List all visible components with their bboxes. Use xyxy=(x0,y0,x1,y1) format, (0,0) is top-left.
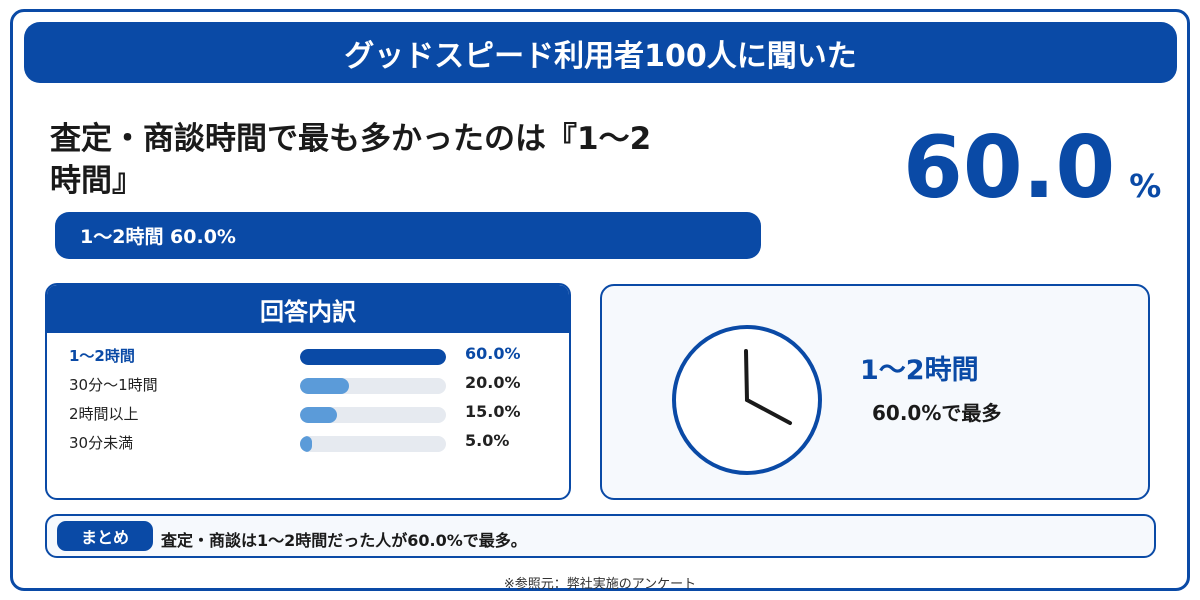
bar-row: 30分〜1時間 20.0% xyxy=(47,372,569,396)
source-note: ※参照元：弊社実施のアンケート xyxy=(503,577,697,592)
bar-track xyxy=(300,407,446,423)
bar-value-label: 5.0% xyxy=(465,431,510,450)
bar-label: 30分〜1時間 xyxy=(69,376,158,394)
headline: 査定・商談時間で最も多かったのは『1〜2 時間』 xyxy=(50,118,770,202)
bar-row: 30分未満 5.0% xyxy=(47,430,569,454)
breakdown-panel: 回答内訳 1〜2時間 60.0% 30分〜1時間 20.0% 2時間以上 15.0% 30分… xyxy=(45,283,571,500)
bar-track xyxy=(300,378,446,394)
headline-line-1: 査定・商談時間で最も多かったのは『1〜2 xyxy=(50,121,652,157)
bar-value-label: 15.0% xyxy=(465,402,521,421)
bar xyxy=(300,378,349,394)
highlight-unit: % xyxy=(1129,167,1162,205)
summary-text: 査定・商談は1〜2時間だった人が60.0%で最多。 xyxy=(161,531,527,550)
summary-tag: まとめ xyxy=(57,521,153,551)
summary-bar-text: 1〜2時間 60.0% xyxy=(80,226,236,248)
bar xyxy=(300,436,313,452)
bar-value-label: 60.0% xyxy=(465,344,521,363)
clock-subtext: 60.0%で最多 xyxy=(872,401,1002,425)
summary-box: まとめ 査定・商談は1〜2時間だった人が60.0%で最多。 xyxy=(45,514,1156,558)
headline-line-2: 時間』 xyxy=(50,163,143,199)
bar-label: 2時間以上 xyxy=(69,405,139,423)
bar-track xyxy=(300,436,446,452)
bar-row: 1〜2時間 60.0% xyxy=(47,343,569,367)
summary-bar: 1〜2時間 60.0% xyxy=(55,212,761,259)
bar-label: 1〜2時間 xyxy=(69,347,135,365)
bar xyxy=(300,349,446,365)
highlight-value: 60.0 xyxy=(903,118,1116,218)
bar-row: 2時間以上 15.0% xyxy=(47,401,569,425)
highlight-percentage: 60.0 % xyxy=(903,118,1161,218)
bar-label: 30分未満 xyxy=(69,434,134,452)
clock-icon xyxy=(672,325,822,475)
bar-track xyxy=(300,349,446,365)
breakdown-title: 回答内訳 xyxy=(47,285,569,333)
clock-card: 1〜2時間 60.0%で最多 xyxy=(600,284,1150,500)
bar xyxy=(300,407,337,423)
clock-label: 1〜2時間 xyxy=(860,355,979,386)
page-title: グッドスピード利用者100人に聞いた xyxy=(24,22,1177,83)
bar-value-label: 20.0% xyxy=(465,373,521,392)
